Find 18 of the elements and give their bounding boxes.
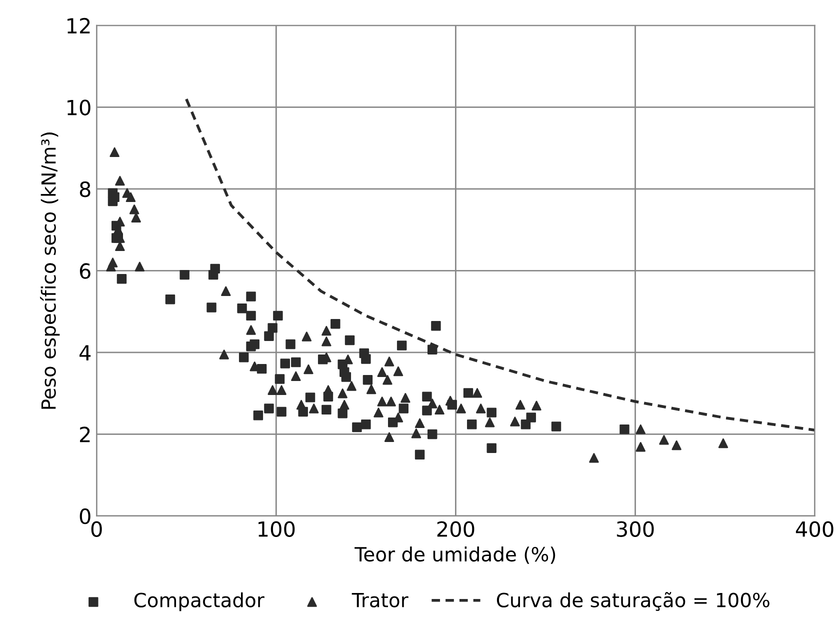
y-tick-label: 10	[68, 100, 90, 116]
y-tick-label: 6	[80, 263, 90, 279]
y-tick-label: 12	[68, 18, 90, 34]
y-tick-label: 2	[80, 426, 90, 442]
legend-label: Compactador	[134, 592, 264, 612]
y-axis-title: Peso específico seco (kN/m³)	[40, 132, 60, 409]
legend-label: Curva de saturação = 100%	[496, 592, 770, 611]
x-tick-label: 300	[616, 521, 654, 537]
x-tick-label: 100	[258, 521, 295, 537]
x-tick-label: 200	[437, 521, 474, 537]
y-tick-label: 4	[80, 345, 91, 360]
y-tick-label: 8	[80, 181, 90, 198]
legend-label: Trator	[352, 592, 408, 608]
line-series	[184, 98, 815, 432]
y-tick-label: 0	[80, 508, 90, 524]
x-axis-title: Teor de umidade (%)	[354, 546, 556, 564]
x-tick-label: 400	[796, 521, 834, 537]
x-tick-label: 0	[91, 521, 102, 537]
